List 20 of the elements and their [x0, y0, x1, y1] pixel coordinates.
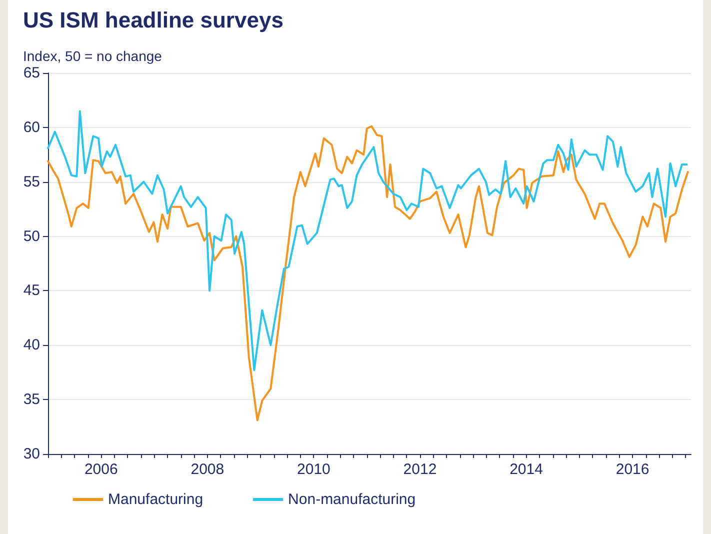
y-tick-label: 40 — [23, 336, 40, 354]
y-tick-label: 60 — [23, 118, 40, 136]
legend-label: Non-manufacturing — [288, 491, 416, 508]
x-tick-label: 2012 — [403, 461, 437, 478]
y-tick-label: 65 — [23, 64, 40, 82]
y-tick-label: 30 — [23, 446, 40, 462]
x-tick-label: 2016 — [616, 461, 650, 478]
x-tick-label: 2008 — [190, 461, 224, 478]
y-tick-label: 55 — [23, 173, 40, 190]
x-tick-label: 2010 — [297, 461, 330, 478]
line-series — [47, 125, 689, 422]
y-tick-label: 50 — [23, 228, 40, 245]
y-tick-label: 35 — [23, 391, 40, 408]
x-tick-label: 2014 — [510, 461, 543, 478]
line-series — [47, 110, 688, 372]
chart-subtitle: Index, 50 = no change — [23, 48, 162, 64]
y-tick-label: 45 — [23, 282, 40, 300]
chart-title: US ISM headline surveys — [23, 8, 284, 32]
legend-label: Manufacturing — [108, 491, 204, 508]
x-tick-label: 2006 — [84, 461, 118, 478]
